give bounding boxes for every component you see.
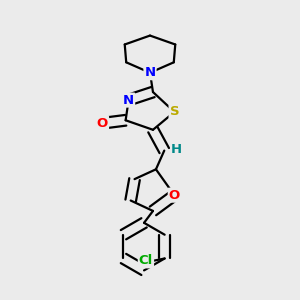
Text: S: S	[169, 106, 179, 118]
Text: Cl: Cl	[139, 254, 153, 267]
Text: N: N	[123, 94, 134, 106]
Text: O: O	[169, 189, 180, 202]
Text: O: O	[97, 117, 108, 130]
Text: H: H	[171, 142, 182, 156]
Text: N: N	[144, 66, 156, 79]
